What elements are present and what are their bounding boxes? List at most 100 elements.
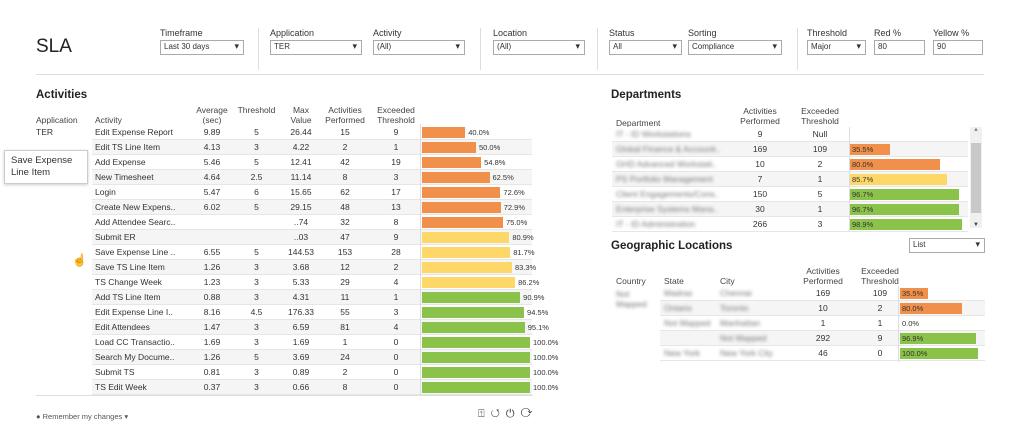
compliance-bar — [850, 204, 960, 215]
table-row[interactable]: Edit TS Line Item 4.13 3 4.22 2 1 50.0% — [92, 140, 532, 155]
compliance-percent: 100.0% — [533, 338, 559, 347]
table-row[interactable]: Save Expense Line .. 6.55 5 144.53 153 28 81.7… — [92, 245, 535, 260]
cell: 1 — [817, 204, 823, 214]
cell: Add Expense — [95, 157, 146, 167]
table-row[interactable]: Submit ER ..03 47 9 80.9% — [92, 230, 534, 245]
scroll-down-icon[interactable]: ▼ — [973, 222, 979, 228]
table-row[interactable]: Not Mapped Manhattan 1 1 0.0% — [660, 316, 985, 331]
table-row[interactable]: Add Expense 5.46 5 12.41 42 19 54.8% — [92, 155, 532, 170]
cell: 0 — [393, 367, 399, 377]
department-name: PS Portfolio Management — [616, 174, 713, 184]
cell: 81 — [340, 322, 350, 332]
cell: 6.59 — [292, 322, 310, 332]
cell: 8.16 — [203, 307, 221, 317]
compliance-percent: 100.0% — [533, 383, 559, 392]
cell: 3 — [254, 142, 259, 152]
refresh-icon[interactable]: ⟳ — [520, 408, 539, 420]
cell: 12 — [340, 262, 350, 272]
column-header: Average (sec) — [196, 105, 228, 125]
application-select[interactable]: TER — [270, 40, 362, 55]
status-select[interactable]: All — [609, 40, 682, 55]
cell: 3 — [254, 262, 259, 272]
table-row[interactable]: Save TS Line Item 1.26 3 3.68 12 2 83.3% — [92, 260, 536, 275]
cell: 9 — [393, 127, 399, 137]
compliance-bar — [422, 292, 521, 303]
cell: 3.69 — [292, 352, 310, 362]
table-row[interactable]: Edit Attendees 1.47 3 6.59 81 4 95.1% — [92, 320, 549, 335]
table-row[interactable]: IT - ID Workstations 9 Null — [612, 127, 968, 142]
cell: 5.47 — [203, 187, 221, 197]
cell: 4.31 — [292, 292, 310, 302]
table-row[interactable]: Edit Expense Report 9.89 5 26.44 15 9 40.0% — [92, 125, 532, 140]
table-row[interactable]: Client Engagements/Cons.. 150 5 96.7% — [612, 187, 968, 202]
cell: 28 — [391, 247, 401, 257]
table-row[interactable]: Search My Docume.. 1.26 5 3.69 24 0 100.0% — [92, 350, 558, 365]
compliance-bar — [850, 144, 891, 155]
cell: Load CC Transactio.. — [95, 337, 175, 347]
table-row[interactable]: Not Mapped 292 9 96.9% — [660, 331, 985, 346]
department-name: IT - ID Workstations — [616, 129, 691, 139]
undo-icon[interactable]: ↺ — [490, 408, 506, 420]
department-name: Enterprise Systems Mana.. — [616, 204, 719, 214]
table-row[interactable]: TS Edit Week 0.37 3 0.66 8 0 100.0% — [92, 380, 558, 395]
cell: 9 — [393, 232, 399, 242]
table-row[interactable]: Create New Expens.. 6.02 5 29.15 48 13 72.9% — [92, 200, 532, 215]
departments-scrollbar[interactable]: ▲ ▼ — [970, 127, 982, 228]
sorting-select[interactable]: Compliance — [688, 40, 782, 55]
activity-select[interactable]: (All) — [373, 40, 465, 55]
cell: 5.46 — [203, 157, 221, 167]
cell: 5 — [254, 202, 259, 212]
table-row[interactable]: IT - ID Administration 266 3 98.9% — [612, 217, 968, 232]
compliance-percent: 96.9% — [902, 334, 924, 343]
cell: 11 — [340, 292, 350, 302]
cell: 6.02 — [203, 202, 221, 212]
cell: Add Attendee Searc.. — [95, 217, 176, 227]
table-row[interactable]: Add TS Line Item 0.88 3 4.31 11 1 90.9% — [92, 290, 544, 305]
red-input[interactable]: 80 — [874, 40, 925, 55]
cell: 8 — [342, 172, 348, 182]
status-label: Status — [609, 28, 635, 38]
export-icon[interactable]: ⍐ — [478, 408, 491, 420]
compliance-bar — [422, 262, 512, 273]
table-row[interactable]: GHD Advanced Workstati.. 10 2 80.0% — [612, 157, 968, 172]
remember-changes-toggle[interactable]: ● Remember my changes ▾ — [36, 412, 129, 421]
table-row[interactable]: PS Portfolio Management 7 1 85.7% — [612, 172, 968, 187]
compliance-bar — [422, 352, 530, 363]
compliance-percent: 72.6% — [503, 188, 525, 197]
cell: 4 — [393, 322, 399, 332]
table-row[interactable]: Enterprise Systems Mana.. 30 1 96.7% — [612, 202, 968, 217]
geo-view-select[interactable]: List — [909, 238, 985, 253]
table-row[interactable]: TS Change Week 1.23 3 5.33 29 4 86.2% — [92, 275, 539, 290]
table-row[interactable]: Ontario Toronto 10 2 80.0% — [660, 301, 985, 316]
power-icon[interactable]: ⏻ — [505, 408, 521, 420]
table-row[interactable]: Submit TS 0.81 3 0.89 2 0 100.0% — [92, 365, 558, 380]
timeframe-filter: Timeframe Last 30 days — [160, 28, 244, 55]
column-header: Activities Performed — [803, 266, 843, 286]
table-row[interactable]: New Timesheet 4.64 2.5 11.14 8 3 62.5% — [92, 170, 532, 185]
table-row[interactable]: Load CC Transactio.. 1.69 3 1.69 1 0 100.0% — [92, 335, 558, 350]
cell: 0.37 — [203, 382, 221, 392]
scrollbar-thumb[interactable] — [971, 143, 981, 213]
cell: Login — [95, 187, 116, 197]
table-row[interactable]: Edit Expense Line I.. 8.16 4.5 176.33 55 3 94.… — [92, 305, 548, 320]
table-row[interactable]: Madras Chennai 169 109 35.5% — [660, 286, 985, 301]
cell: 3 — [254, 292, 259, 302]
table-row[interactable]: Global Finance & Accounti.. 169 109 35.5% — [612, 142, 968, 157]
scroll-up-icon[interactable]: ▲ — [973, 127, 979, 133]
yellow-label: Yellow % — [933, 28, 970, 38]
yellow-input[interactable]: 90 — [933, 40, 983, 55]
location-select[interactable]: (All) — [493, 40, 585, 55]
threshold-select[interactable]: Major — [807, 40, 866, 55]
table-row[interactable]: New York New York City 46 0 100.0% — [660, 346, 985, 361]
compliance-percent: 90.9% — [523, 293, 545, 302]
table-row[interactable]: Login 5.47 6 15.65 62 17 72.6% — [92, 185, 532, 200]
compliance-bar — [422, 142, 476, 153]
timeframe-select[interactable]: Last 30 days — [160, 40, 244, 55]
table-row[interactable]: Add Attendee Searc.. ..74 32 8 75.0% — [92, 215, 532, 230]
divider — [36, 395, 533, 396]
department-name: Client Engagements/Cons.. — [616, 189, 720, 199]
column-header: Exceeded Threshold — [377, 105, 415, 125]
column-header: Exceeded Threshold — [861, 266, 899, 286]
cell: 62 — [340, 187, 350, 197]
cell: New Timesheet — [95, 172, 154, 182]
